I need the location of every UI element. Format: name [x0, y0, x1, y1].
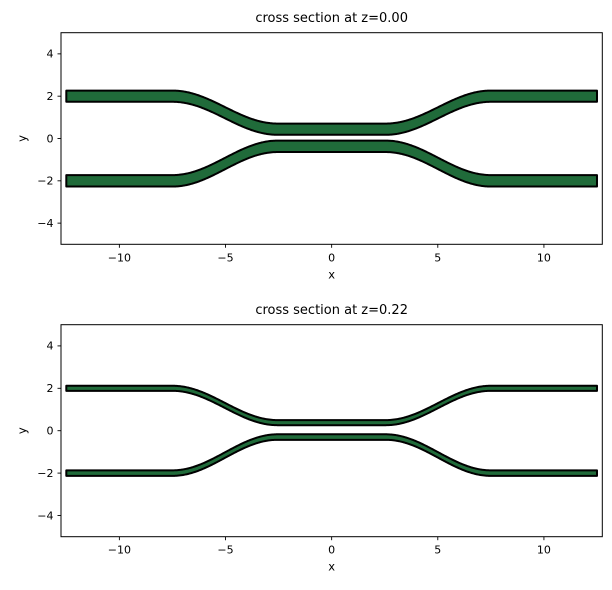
plot1-upper-waveguide-shape [65, 89, 598, 136]
x-tick-label: 0 [328, 544, 335, 557]
y-axis-label: y [15, 427, 29, 434]
y-tick-label: 4 [47, 48, 54, 61]
y-tick-label: −4 [37, 509, 53, 522]
subplot-1: −10 −5 0 5 10 4 2 0 −2 −4 cross section at z=0.00 x… [15, 11, 603, 281]
x-tick-label: 0 [328, 251, 335, 264]
x-tick-label: 10 [537, 251, 551, 264]
plot1-lower-waveguide-shape [65, 139, 598, 188]
y-tick-label: −2 [37, 175, 53, 188]
x-tick-label: −5 [217, 544, 233, 557]
subplot-2: −10 −5 0 5 10 4 2 0 −2 −4 cross section at z=0.22 x… [15, 303, 603, 574]
x-axis-label: x [328, 267, 335, 281]
y-tick-label: 2 [47, 90, 54, 103]
y-tick-label: −2 [37, 467, 53, 480]
plot2-lower-waveguide-shape [65, 433, 598, 477]
y-tick-label: 0 [47, 132, 54, 145]
y-tick-label: 2 [47, 382, 54, 395]
x-tick-label: −10 [108, 251, 131, 264]
x-tick-label: 5 [434, 251, 441, 264]
plot2-title: cross section at z=0.22 [255, 303, 408, 318]
axes-spine [60, 324, 603, 538]
plot1-title: cross section at z=0.00 [255, 11, 408, 26]
x-axis-label: x [328, 560, 335, 574]
y-axis-label: y [15, 135, 29, 142]
x-tick-label: −5 [217, 251, 233, 264]
plot2-upper-waveguide-shape [65, 384, 598, 427]
axes-spine [60, 32, 603, 245]
y-tick-label: −4 [37, 217, 53, 230]
x-tick-label: 10 [537, 544, 551, 557]
y-tick-label: 4 [47, 340, 54, 353]
x-tick-label: 5 [434, 544, 441, 557]
y-tick-label: 0 [47, 425, 54, 438]
x-tick-label: −10 [108, 544, 131, 557]
